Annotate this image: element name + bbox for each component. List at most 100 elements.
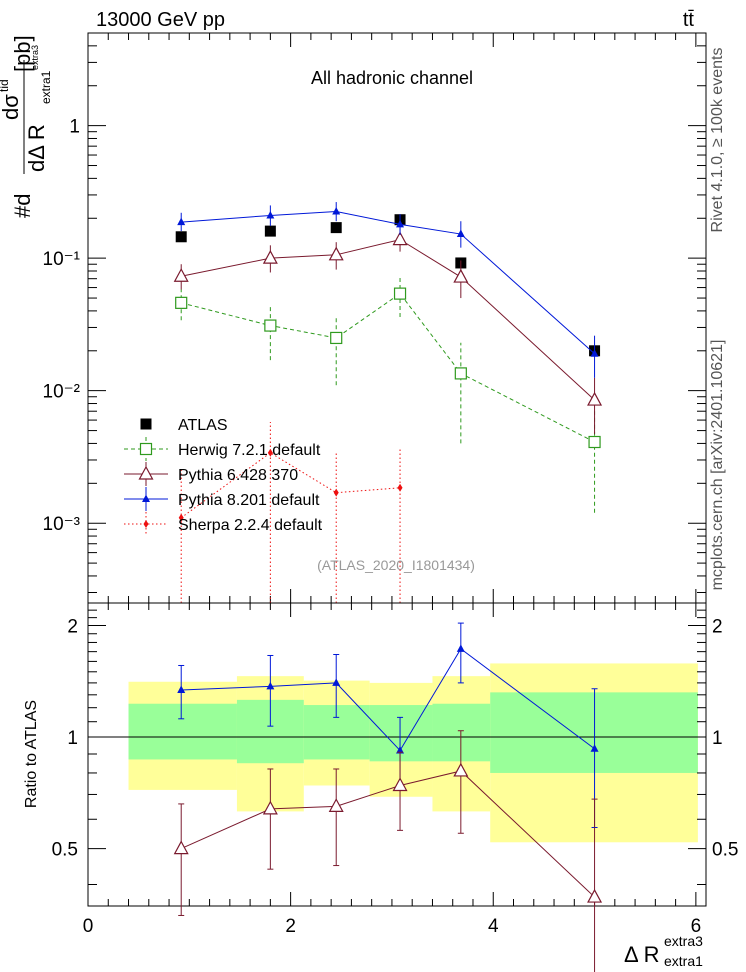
point-pythia6 [392,231,408,246]
ratio-point-pythia6 [328,798,344,812]
band-inner [490,692,698,773]
energy-label: 13000 GeV pp [96,9,225,31]
point-pythia8 [266,210,275,219]
x-tick-label: 6 [691,916,702,937]
ratio-point-pythia6 [392,777,408,792]
rivet-label: Rivet 4.1.0, ≥ 100k events [709,48,726,233]
point-pythia8 [590,349,599,357]
ratio-point-pythia8 [266,681,275,690]
point-herwig [588,435,601,449]
point-herwig [264,319,277,332]
legend-marker-atlas [140,418,152,430]
main-y-tick-label: 1 [69,117,80,138]
point-pythia6 [262,249,278,264]
main-y-axis-title: #d dσ tid dΔ R extra1 extra3 [pb] [0,35,53,218]
ratio-y-tick-label-right: 2 [712,616,723,637]
ratio-point-pythia6 [173,840,189,855]
ratio-point-pythia8 [332,678,341,686]
ratio-y-tick-label-left: 2 [67,616,78,637]
x-tick-label: 0 [83,916,94,937]
ratio-line-pythia6 [181,770,595,898]
legend: ATLAS Herwig 7.2.1 default Pythia 6.428 37… [124,417,323,536]
point-sherpa [267,448,273,457]
legend-marker-pythia6 [138,465,154,480]
chart-title: All hadronic channel [311,68,473,88]
main-y-tick-labels: 10⁻³ 10⁻² 10⁻¹ 1 [43,117,81,536]
point-herwig [175,296,188,309]
ylabel-denominator-sub: extra1 [39,70,53,104]
legend-marker-sherpa [143,520,149,528]
x-tick-label: 2 [285,916,296,937]
ylabel-unit: [pb] [10,35,35,72]
point-pythia8 [456,229,465,238]
point-sherpa [397,483,403,492]
point-atlas [175,231,187,243]
point-sherpa [333,488,339,497]
point-atlas [330,222,342,234]
main-y-tick-label: 10⁻¹ [43,249,81,270]
band-inner [432,703,491,762]
point-pythia6 [587,391,603,406]
series-pythia6 [173,228,603,435]
ratio-y-tick-label-left: 1 [67,728,78,749]
xlabel-sub: extra1 [664,953,703,969]
point-herwig [330,331,343,345]
point-pythia8 [332,206,341,215]
ratio-line-pythia8 [181,648,595,752]
ratio-series-marks [173,622,603,972]
legend-label-sherpa: Sherpa 2.2.4 default [178,517,323,534]
ratio-point-pythia6 [453,762,469,777]
ratio-point-pythia8 [456,644,465,652]
legend-label-pythia8: Pythia 8.201 default [178,492,320,509]
x-tick-label: 4 [488,916,499,937]
ylabel-denominator: dΔ R [24,124,49,172]
ratio-point-pythia6 [262,800,278,815]
legend-label-herwig: Herwig 7.2.1 default [178,442,321,459]
point-pythia8 [177,217,186,226]
mcplots-label: mcplots.cern.ch [arXiv:2401.10621] [709,340,726,591]
ratio-axis-ticks: 0.5 0.5 1 1 2 2 0 2 4 6 [52,603,738,937]
ratio-series-pythia6 [173,730,603,972]
x-axis-title: Δ R extra3 extra1 [624,933,703,969]
point-herwig [393,287,407,300]
ylabel-numerator: dσ [0,94,23,120]
analysis-label: (ATLAS_2020_I1801434) [317,557,475,573]
line-pythia8 [181,210,595,355]
ratio-point-pythia8 [396,745,405,754]
line-herwig [181,292,595,443]
ratio-point-pythia8 [177,685,186,693]
ratio-y-tick-label-right: 0.5 [712,840,738,861]
series-sherpa [178,422,403,603]
band-inner [303,705,370,760]
process-label: tt̄ [683,9,695,31]
point-atlas [264,225,276,237]
main-series-marks [173,202,603,603]
ylabel-denominator-sup: extra3 [30,45,40,70]
point-sherpa [178,513,184,522]
series-pythia8 [177,202,599,378]
legend-marker-herwig [139,442,153,456]
ylabel-numerator-sup: tid [0,79,11,92]
main-axis-ticks [87,32,706,603]
legend-label-atlas: ATLAS [178,417,228,434]
ratio-point-pythia8 [590,744,599,752]
ratio-y-axis-title: Ratio to ATLAS [23,700,40,808]
ratio-y-tick-label-left: 0.5 [52,840,78,861]
point-herwig [454,367,467,380]
ratio-point-pythia6 [587,888,603,903]
xlabel-main: Δ R [624,942,659,967]
point-pythia6 [453,268,469,283]
main-y-tick-label: 10⁻³ [43,514,81,535]
xlabel-sup: extra3 [664,933,703,949]
series-herwig [175,276,601,513]
ratio-y-tick-label-right: 1 [712,728,723,749]
line-pythia6 [181,239,595,401]
point-pythia8 [396,219,405,228]
ratio-series-pythia8 [177,622,599,829]
series-atlas [175,214,601,357]
line-sherpa [180,452,401,519]
legend-label-pythia6: Pythia 6.428 370 [178,467,298,484]
band-inner [128,703,237,760]
point-pythia6 [328,246,344,261]
